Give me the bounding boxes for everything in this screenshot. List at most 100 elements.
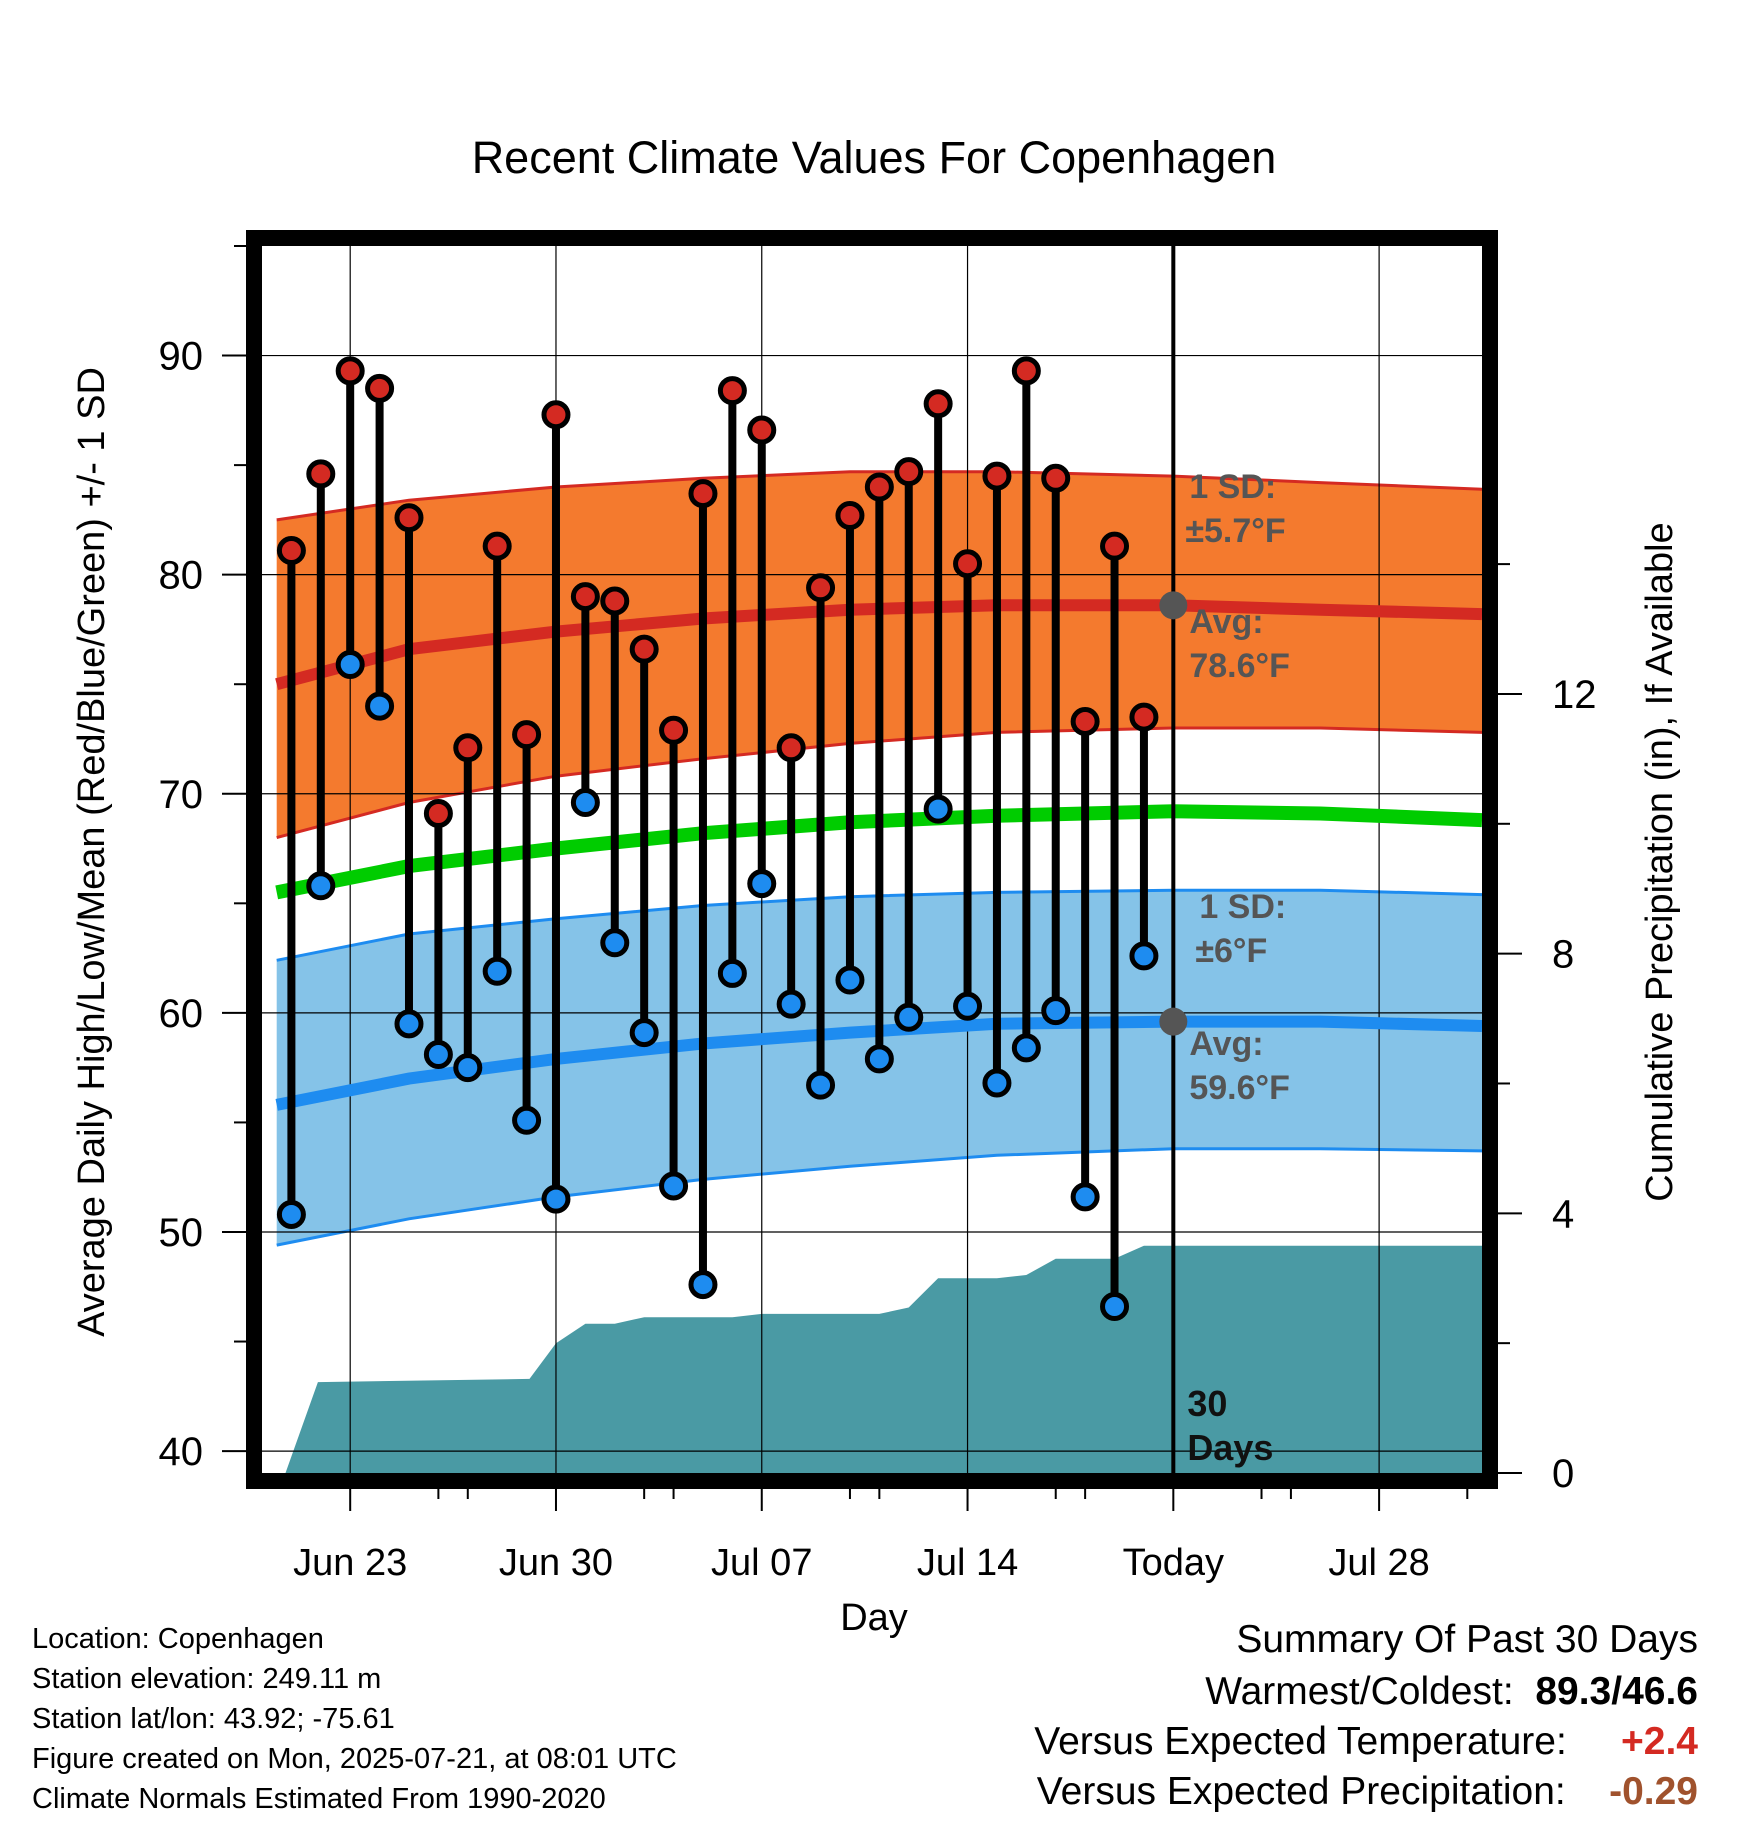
y-right-tick-label: 4 (1552, 1192, 1574, 1236)
obs-high-point (541, 400, 571, 430)
precip-anomaly-label: Versus Expected Precipitation: (1036, 1770, 1566, 1813)
obs-low-point (453, 1053, 483, 1083)
y-right-tick-label: 8 (1552, 933, 1574, 977)
high-avg-label: Avg: (1189, 603, 1263, 641)
obs-high-point (923, 389, 953, 419)
plot-frame (246, 230, 1498, 1489)
low-avg-label: Avg: (1189, 1025, 1263, 1063)
obs-high-point (453, 733, 483, 763)
y-axis-label: Average Daily High/Low/Mean (Red/Blue/Gr… (71, 367, 113, 1337)
obs-high-point (776, 733, 806, 763)
obs-low-point (512, 1105, 542, 1135)
obs-low-point (276, 1199, 306, 1229)
obs-low-point (747, 869, 777, 899)
obs-high-point (835, 501, 865, 531)
precip-anomaly-value: -0.29 (1609, 1770, 1698, 1813)
y-tick-label: 40 (159, 1430, 204, 1474)
obs-high-point (1011, 356, 1041, 386)
x-tick-label: Jul 14 (917, 1542, 1018, 1584)
obs-high-point (335, 356, 365, 386)
low-sd-value: ±6°F (1195, 932, 1267, 970)
summary-temp: Versus Expected Temperature: +2.4 (1034, 1720, 1698, 1764)
obs-high-point (864, 472, 894, 502)
obs-low-point (835, 965, 865, 995)
high-sd-label: 1 SD: (1189, 468, 1276, 506)
x-tick-label: Jul 28 (1328, 1542, 1429, 1584)
x-tick-label: Today (1123, 1542, 1224, 1584)
x-tick-label: Jul 07 (711, 1542, 812, 1584)
obs-low-point (541, 1184, 571, 1214)
obs-high-point (717, 376, 747, 406)
y-right-tick-label: 0 (1552, 1452, 1574, 1496)
obs-high-point (365, 373, 395, 403)
obs-high-point (982, 461, 1012, 491)
high-upper-edge (276, 470, 1482, 522)
obs-high-point (423, 798, 453, 828)
obs-low-point (717, 958, 747, 988)
temp-anomaly-label: Versus Expected Temperature: (1034, 1720, 1567, 1763)
chart-title: Recent Climate Values For Copenhagen (472, 132, 1277, 183)
obs-low-point (600, 928, 630, 958)
obs-low-point (394, 1009, 424, 1039)
high-sd-value: ±5.7°F (1185, 512, 1285, 550)
obs-high-point (806, 573, 836, 603)
obs-high-point (1129, 702, 1159, 732)
obs-low-point (953, 991, 983, 1021)
obs-low-point (629, 1018, 659, 1048)
created-text: Figure created on Mon, 2025-07-21, at 08… (32, 1743, 677, 1775)
elevation-text: Station elevation: 249.11 m (32, 1663, 382, 1695)
precipitation-area (285, 1245, 1482, 1473)
obs-low-point (423, 1040, 453, 1070)
x-tick-label: Jun 23 (293, 1542, 407, 1584)
obs-high-point (276, 536, 306, 566)
high-normal-today-marker (1159, 591, 1188, 620)
obs-low-point (482, 956, 512, 986)
obs-high-point (1100, 531, 1130, 561)
high-avg-value: 78.6°F (1189, 647, 1290, 685)
days-label-word: Days (1187, 1427, 1273, 1468)
summary-warm-cold: Warmest/Coldest: 89.3/46.6 (1205, 1670, 1698, 1714)
obs-low-point (1011, 1033, 1041, 1063)
y-tick-label: 50 (159, 1211, 204, 1255)
warm-cold-value: 89.3/46.6 (1535, 1670, 1698, 1713)
obs-low-point (864, 1044, 894, 1074)
latlon-text: Station lat/lon: 43.92; -75.61 (32, 1703, 395, 1735)
low-normal-today-marker (1159, 1007, 1188, 1036)
obs-high-point (688, 479, 718, 509)
normals-text: Climate Normals Estimated From 1990-2020 (32, 1783, 606, 1815)
obs-high-point (1041, 463, 1071, 493)
obs-high-point (629, 634, 659, 664)
obs-low-point (923, 794, 953, 824)
obs-high-point (394, 503, 424, 533)
obs-low-point (894, 1002, 924, 1032)
obs-low-point (806, 1070, 836, 1100)
obs-high-point (659, 715, 689, 745)
obs-low-point (1100, 1291, 1130, 1321)
obs-low-point (306, 871, 336, 901)
obs-low-point (365, 691, 395, 721)
y-tick-label: 90 (159, 335, 204, 379)
low-lower-edge (276, 1147, 1482, 1247)
obs-low-point (1070, 1182, 1100, 1212)
obs-low-point (1129, 941, 1159, 971)
y-right-tick-label: 12 (1552, 673, 1597, 717)
obs-high-point (600, 586, 630, 616)
y-axis-right-label: Cumulative Precipitation (in), If Availa… (1639, 522, 1681, 1201)
summary-title: Summary Of Past 30 Days (1236, 1618, 1698, 1661)
summary-precip: Versus Expected Precipitation: -0.29 (1037, 1770, 1698, 1814)
obs-low-point (776, 989, 806, 1019)
obs-low-point (659, 1171, 689, 1201)
x-tick-label: Jun 30 (499, 1542, 613, 1584)
obs-high-point (482, 531, 512, 561)
obs-high-point (953, 549, 983, 579)
y-tick-label: 60 (159, 992, 204, 1036)
obs-low-point (570, 788, 600, 818)
y-tick-label: 80 (159, 554, 204, 598)
plot-content: 1 SD: ±5.7°F Avg: 78.6°F 1 SD: ±6°F Avg: 59.6°F… (262, 246, 1482, 1473)
low-sd-label: 1 SD: (1199, 888, 1286, 926)
obs-high-point (894, 457, 924, 487)
low-avg-value: 59.6°F (1189, 1069, 1290, 1107)
plot-area: 1 SD: ±5.7°F Avg: 78.6°F 1 SD: ±6°F Avg: 59.6°F… (159, 230, 1597, 1584)
obs-low-point (335, 649, 365, 679)
